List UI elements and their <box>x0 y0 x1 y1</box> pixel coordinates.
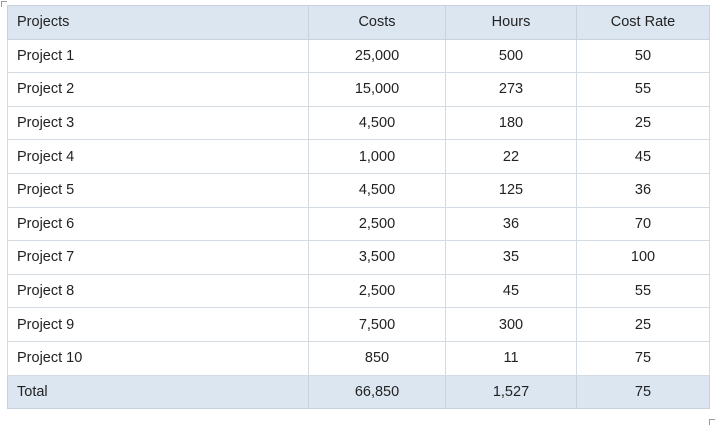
table-row: Project 9 7,500 300 25 <box>7 307 710 342</box>
table-row: Project 10 850 11 75 <box>7 340 710 376</box>
cell-cost-rate[interactable]: 55 <box>576 273 710 309</box>
cell-cost-rate[interactable]: 45 <box>576 139 710 174</box>
data-table-container: Projects Costs Hours Cost Rate Project 1… <box>7 5 710 410</box>
cell-hours[interactable]: 273 <box>445 72 577 107</box>
header-projects[interactable]: Projects <box>7 5 309 40</box>
total-hours[interactable]: 1,527 <box>445 374 577 410</box>
cell-cost-rate[interactable]: 75 <box>576 340 710 376</box>
cell-hours[interactable]: 125 <box>445 172 577 208</box>
cell-hours[interactable]: 36 <box>445 206 577 242</box>
table-row: Project 1 25,000 500 50 <box>7 38 710 74</box>
cell-hours[interactable]: 300 <box>445 307 577 342</box>
projects-cost-table: Projects Costs Hours Cost Rate Project 1… <box>7 5 710 410</box>
cell-project[interactable]: Project 3 <box>7 105 309 141</box>
cell-costs[interactable]: 25,000 <box>308 38 446 74</box>
cell-costs[interactable]: 7,500 <box>308 307 446 342</box>
cell-hours[interactable]: 22 <box>445 139 577 174</box>
table-row: Project 4 1,000 22 45 <box>7 139 710 174</box>
table-row: Project 5 4,500 125 36 <box>7 172 710 208</box>
cell-costs[interactable]: 2,500 <box>308 206 446 242</box>
cell-project[interactable]: Project 6 <box>7 206 309 242</box>
table-row: Project 6 2,500 36 70 <box>7 206 710 242</box>
cell-project[interactable]: Project 2 <box>7 72 309 107</box>
total-row: Total 66,850 1,527 75 <box>7 374 710 410</box>
cell-project[interactable]: Project 7 <box>7 240 309 275</box>
cell-cost-rate[interactable]: 25 <box>576 307 710 342</box>
header-costs[interactable]: Costs <box>308 5 446 40</box>
cell-project[interactable]: Project 4 <box>7 139 309 174</box>
cell-cost-rate[interactable]: 70 <box>576 206 710 242</box>
header-row: Projects Costs Hours Cost Rate <box>7 5 710 40</box>
cell-costs[interactable]: 4,500 <box>308 172 446 208</box>
table-row: Project 3 4,500 180 25 <box>7 105 710 141</box>
cell-cost-rate[interactable]: 36 <box>576 172 710 208</box>
header-cost-rate[interactable]: Cost Rate <box>576 5 710 40</box>
cell-costs[interactable]: 1,000 <box>308 139 446 174</box>
total-costs[interactable]: 66,850 <box>308 374 446 410</box>
cell-project[interactable]: Project 10 <box>7 340 309 376</box>
total-label[interactable]: Total <box>7 374 309 410</box>
cell-project[interactable]: Project 1 <box>7 38 309 74</box>
cell-project[interactable]: Project 5 <box>7 172 309 208</box>
cell-cost-rate[interactable]: 55 <box>576 72 710 107</box>
cell-costs[interactable]: 15,000 <box>308 72 446 107</box>
cell-cost-rate[interactable]: 25 <box>576 105 710 141</box>
cell-hours[interactable]: 35 <box>445 240 577 275</box>
cell-costs[interactable]: 2,500 <box>308 273 446 309</box>
table-row: Project 7 3,500 35 100 <box>7 240 710 275</box>
cell-costs[interactable]: 3,500 <box>308 240 446 275</box>
cell-costs[interactable]: 850 <box>308 340 446 376</box>
cell-costs[interactable]: 4,500 <box>308 105 446 141</box>
table-row: Project 8 2,500 45 55 <box>7 273 710 309</box>
cell-hours[interactable]: 45 <box>445 273 577 309</box>
cell-project[interactable]: Project 8 <box>7 273 309 309</box>
total-cost-rate[interactable]: 75 <box>576 374 710 410</box>
cell-hours[interactable]: 180 <box>445 105 577 141</box>
cell-hours[interactable]: 11 <box>445 340 577 376</box>
table-row: Project 2 15,000 273 55 <box>7 72 710 107</box>
cell-cost-rate[interactable]: 100 <box>576 240 710 275</box>
cell-cost-rate[interactable]: 50 <box>576 38 710 74</box>
header-hours[interactable]: Hours <box>445 5 577 40</box>
table-anchor-mark-bottom-right <box>709 419 715 425</box>
table-anchor-mark-top-left <box>1 1 7 7</box>
cell-project[interactable]: Project 9 <box>7 307 309 342</box>
cell-hours[interactable]: 500 <box>445 38 577 74</box>
